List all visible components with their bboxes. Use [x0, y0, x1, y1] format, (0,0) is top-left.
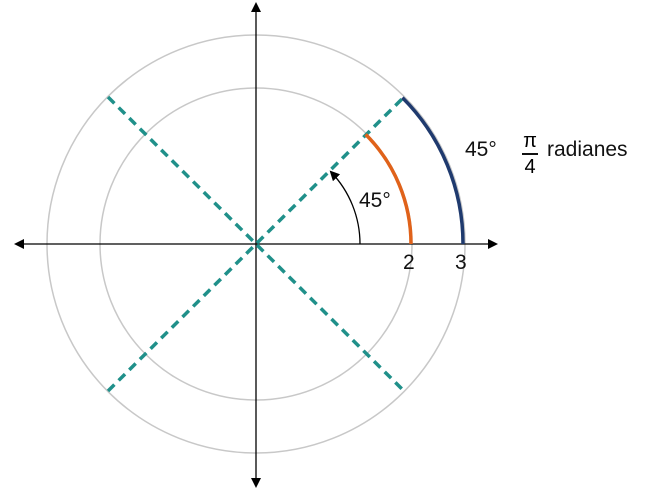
angle-arc-arrow [329, 170, 361, 245]
fraction-bar [522, 153, 538, 155]
tick-label-3: 3 [455, 251, 467, 274]
inner-arc [364, 133, 413, 245]
radians-label: radianes [547, 138, 628, 161]
outer-angle-label: 45° [465, 138, 497, 161]
tick-label-2: 2 [403, 251, 415, 274]
fraction-numerator: π [523, 130, 537, 152]
outer-arc [401, 96, 465, 245]
inner-angle-label: 45° [359, 189, 391, 212]
dashed-line-45 [106, 95, 406, 393]
pi-over-4-fraction: π 4 [522, 131, 538, 177]
fraction-denominator: 4 [524, 155, 536, 178]
dashed-line-135 [106, 95, 406, 393]
